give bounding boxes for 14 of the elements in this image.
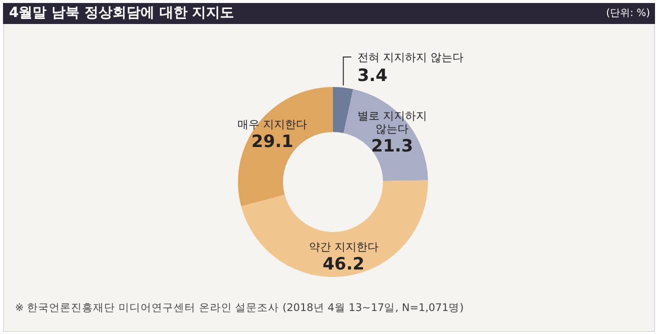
donut-slice — [333, 87, 354, 134]
text: ※ 한국언론진흥재단 미디어연구센터 온라인 설문조사 (2018년 4월 13~17일, N=1,071명) — [15, 301, 464, 316]
slice-label: 약간 지지한다 — [308, 240, 378, 254]
data-label: 29.1 — [251, 132, 294, 152]
slice-label: 매우 지지한다 — [238, 118, 308, 131]
data-label: 3.4 — [357, 66, 388, 86]
slice-label: 전혀 지지하지 않는다 — [357, 51, 464, 64]
slice-label: 별로 지지하지 않는다 — [357, 109, 427, 136]
donut-slice — [241, 180, 428, 277]
data-label: 21.3 — [371, 136, 414, 156]
text: 4월말 남북 정상회담에 대한 지지도 — [9, 4, 234, 23]
text: (단위: %) — [606, 7, 650, 21]
donut-slice — [238, 87, 333, 206]
data-label: 46.2 — [322, 254, 365, 274]
